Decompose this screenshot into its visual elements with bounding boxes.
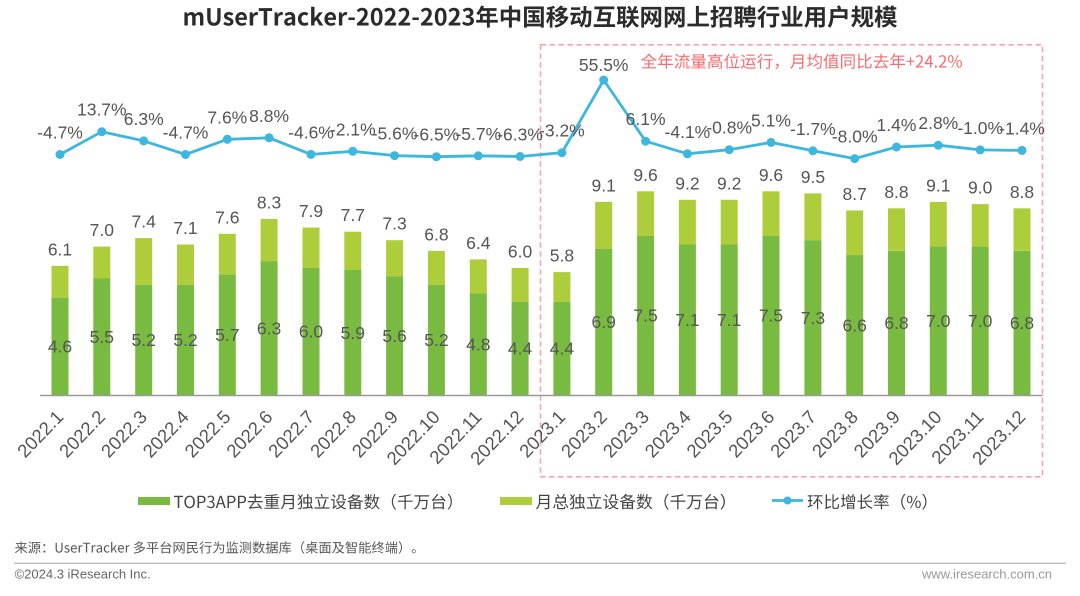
svg-text:4.8: 4.8 [466, 335, 490, 355]
svg-text:5.2: 5.2 [132, 330, 156, 350]
svg-text:9.2: 9.2 [717, 173, 741, 193]
svg-text:9.6: 9.6 [633, 165, 657, 185]
svg-text:7.7: 7.7 [341, 205, 365, 225]
svg-text:7.3: 7.3 [382, 214, 406, 234]
svg-text:4.4: 4.4 [550, 339, 575, 359]
svg-text:5.2: 5.2 [424, 330, 448, 350]
svg-text:-0.8%: -0.8% [706, 118, 752, 138]
svg-text:7.1: 7.1 [675, 310, 699, 330]
svg-text:-6.5%: -6.5% [414, 125, 460, 145]
svg-text:-4.6%: -4.6% [288, 122, 334, 142]
svg-text:7.1: 7.1 [717, 310, 741, 330]
svg-text:-8.0%: -8.0% [832, 127, 878, 147]
svg-text:©2024.3 iResearch Inc.: ©2024.3 iResearch Inc. [15, 567, 151, 582]
svg-text:6.8: 6.8 [1010, 313, 1034, 333]
svg-text:6.0: 6.0 [508, 241, 533, 261]
svg-text:7.3: 7.3 [801, 308, 825, 328]
svg-text:7.5: 7.5 [759, 306, 783, 326]
svg-text:7.0: 7.0 [926, 311, 951, 331]
svg-text:2.8%: 2.8% [918, 113, 958, 133]
svg-text:6.6: 6.6 [843, 315, 867, 335]
svg-text:9.1: 9.1 [926, 175, 950, 195]
svg-text:-4.7%: -4.7% [37, 123, 83, 143]
svg-text:5.1%: 5.1% [751, 110, 791, 130]
svg-text:8.8: 8.8 [884, 182, 908, 202]
svg-text:5.8: 5.8 [550, 246, 574, 266]
svg-text:www.iresearch.com.cn: www.iresearch.com.cn [921, 567, 1052, 582]
svg-text:1.4%: 1.4% [877, 115, 917, 135]
svg-text:5.5: 5.5 [90, 327, 114, 347]
svg-text:6.8: 6.8 [884, 313, 908, 333]
svg-text:7.4: 7.4 [132, 212, 157, 232]
svg-text:-5.6%: -5.6% [372, 124, 418, 144]
svg-text:-2.1%: -2.1% [330, 119, 376, 139]
svg-text:6.3: 6.3 [257, 319, 281, 339]
svg-text:7.0: 7.0 [90, 220, 115, 240]
svg-text:5.2: 5.2 [173, 330, 197, 350]
svg-text:-6.3%: -6.3% [497, 125, 543, 145]
svg-text:9.2: 9.2 [675, 173, 699, 193]
svg-text:8.7: 8.7 [843, 184, 867, 204]
svg-text:13.7%: 13.7% [77, 100, 127, 120]
svg-text:7.9: 7.9 [299, 201, 323, 221]
svg-text:-1.7%: -1.7% [790, 119, 836, 139]
svg-text:4.6: 4.6 [48, 337, 72, 357]
svg-text:5.9: 5.9 [341, 323, 365, 343]
svg-text:7.6: 7.6 [215, 207, 239, 227]
svg-text:9.0: 9.0 [968, 178, 993, 198]
svg-text:-3.2%: -3.2% [539, 121, 585, 141]
svg-text:9.1: 9.1 [592, 175, 616, 195]
svg-text:5.7: 5.7 [215, 325, 239, 345]
svg-text:8.8%: 8.8% [249, 106, 289, 126]
svg-text:4.4: 4.4 [508, 339, 533, 359]
svg-text:6.3%: 6.3% [124, 109, 164, 129]
svg-text:7.1: 7.1 [173, 218, 197, 238]
svg-text:6.9: 6.9 [592, 312, 616, 332]
svg-text:-1.4%: -1.4% [999, 118, 1045, 138]
svg-text:-4.1%: -4.1% [665, 122, 711, 142]
svg-text:7.5: 7.5 [633, 306, 657, 326]
svg-text:6.0: 6.0 [299, 322, 324, 342]
svg-text:5.6: 5.6 [382, 326, 406, 346]
svg-text:6.1: 6.1 [48, 239, 72, 259]
svg-text:-4.7%: -4.7% [163, 123, 209, 143]
svg-text:7.0: 7.0 [968, 311, 993, 331]
svg-text:9.6: 9.6 [759, 165, 783, 185]
svg-text:6.4: 6.4 [466, 233, 491, 253]
svg-text:6.1%: 6.1% [626, 109, 666, 129]
svg-text:-1.0%: -1.0% [957, 118, 1003, 138]
svg-text:55.5%: 55.5% [579, 55, 629, 75]
svg-text:8.3: 8.3 [257, 193, 281, 213]
svg-text:-5.7%: -5.7% [455, 124, 501, 144]
svg-text:7.6%: 7.6% [207, 107, 247, 127]
svg-text:8.8: 8.8 [1010, 182, 1034, 202]
svg-text:6.8: 6.8 [424, 224, 448, 244]
svg-text:9.5: 9.5 [801, 167, 825, 187]
